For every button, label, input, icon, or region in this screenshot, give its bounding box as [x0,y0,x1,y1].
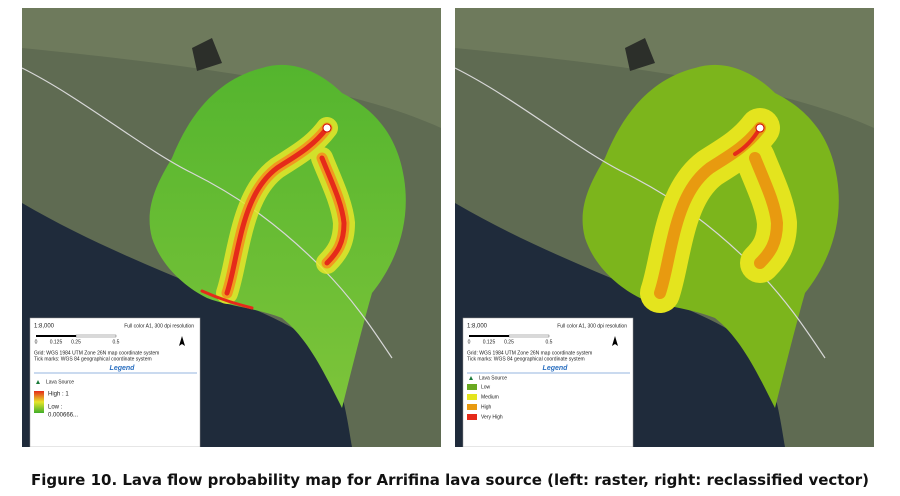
north-arrow [179,336,185,346]
map-scale: 1:8,000 [467,324,488,330]
legend-class: High [481,404,492,410]
crater [625,38,655,71]
scale-bar-label: 0.25 [504,339,514,345]
legend-class: Very High [481,414,503,420]
north-arrow [612,336,618,346]
grid-note: Grid: WGS 1984 UTM Zone 26N map coordina… [467,350,592,356]
legend-source: Lava Source [46,379,74,385]
scale-bar-label: 0 [468,339,471,345]
lava-source [755,123,765,133]
fields [22,8,441,128]
legend-class: Low [481,384,491,390]
legend-class: Medium [481,394,499,400]
legend-low: Low : [48,405,63,411]
legend-source: Lava Source [479,375,507,381]
flow-area [582,64,839,408]
scale-bar-label: 0.125 [483,339,496,345]
legend-box: 1:8,000 Full color A1, 300 dpi resolutio… [462,317,634,447]
scale-bar-label: 0.5 [546,339,553,345]
print-note: Full color A1, 300 dpi resolution [124,323,194,329]
tick-note: Tick marks: WGS 84 geographical coordina… [467,356,585,362]
legend-box: 1:8,000 Full color A1, 300 dpi resolutio… [29,317,201,447]
scale-bar-label: 0.25 [71,339,81,345]
flow-area [149,64,406,408]
lava-source [322,123,332,133]
figure-caption: Figure 10. Lava flow probability map for… [30,471,870,489]
fields [455,8,874,128]
print-note: Full color A1, 300 dpi resolution [557,323,627,329]
legend-high: High : 1 [48,392,69,398]
tick-note: Tick marks: WGS 84 geographical coordina… [34,356,152,362]
legend-low-value: 0.000666... [48,413,78,419]
scale-bar-label: 0.5 [113,339,120,345]
scale-bar-label: 0.125 [50,339,63,345]
flow-channels [200,117,356,310]
flow-classes [640,108,797,313]
raster-map: 1:8,000 Full color A1, 300 dpi resolutio… [22,8,441,447]
legend-title: Legend [110,365,136,372]
crater [192,38,222,71]
vector-map: 1:8,000 Full color A1, 300 dpi resolutio… [455,8,874,447]
map-scale: 1:8,000 [34,324,55,330]
scale-bar-label: 0 [35,339,38,345]
grid-note: Grid: WGS 1984 UTM Zone 26N map coordina… [34,350,159,356]
legend-title: Legend [543,365,569,372]
